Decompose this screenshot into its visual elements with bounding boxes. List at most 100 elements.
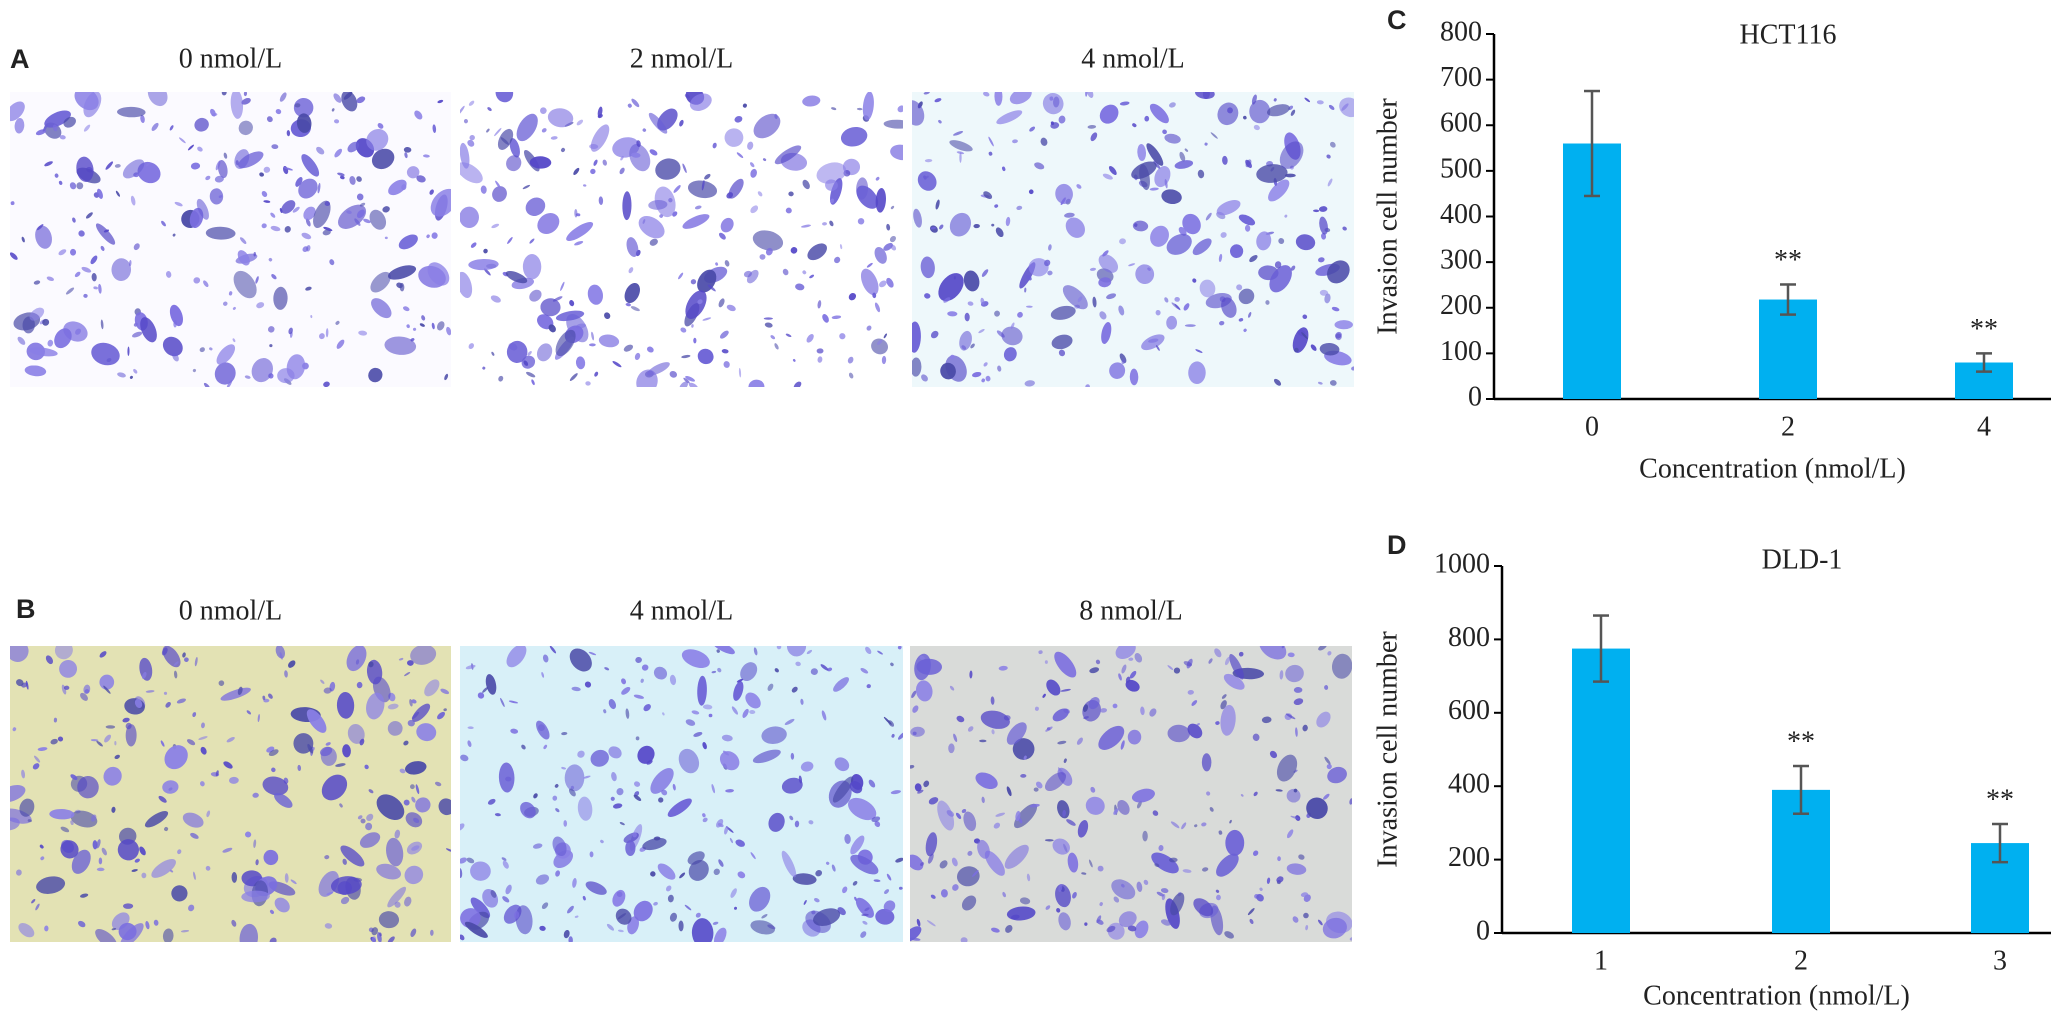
- cell: [912, 321, 921, 353]
- cell: [1006, 786, 1012, 797]
- cell: [1215, 721, 1220, 725]
- cell: [296, 113, 312, 133]
- cell: [1136, 800, 1142, 809]
- cell: [223, 152, 228, 159]
- image-label: 4 nmol/L: [630, 595, 733, 626]
- cell: [679, 872, 686, 879]
- y-tick-label: 400: [1448, 769, 1490, 800]
- cell: [76, 156, 94, 182]
- cell: [1256, 894, 1264, 902]
- cell: [1164, 133, 1181, 144]
- cell: [1253, 791, 1258, 797]
- cell: [1034, 706, 1039, 711]
- cell: [788, 191, 794, 197]
- cell: [781, 777, 803, 794]
- cell: [256, 302, 265, 309]
- cell: [822, 313, 829, 323]
- cell: [14, 118, 25, 134]
- cell: [1170, 892, 1185, 916]
- cell: [1155, 309, 1161, 316]
- cell: [1118, 673, 1122, 681]
- cell: [724, 260, 730, 267]
- cell: [410, 784, 415, 790]
- cell: [359, 832, 381, 848]
- cell: [216, 344, 236, 365]
- error-bar: [1793, 764, 1809, 815]
- cell: [205, 865, 211, 871]
- cell: [465, 664, 476, 670]
- cell: [1303, 912, 1309, 919]
- cell: [371, 148, 395, 170]
- cell: [1313, 209, 1320, 213]
- cell: [625, 840, 636, 857]
- cell: [430, 929, 434, 936]
- cell: [1077, 296, 1083, 303]
- cell: [1268, 179, 1290, 202]
- cell: [750, 920, 775, 935]
- cell: [868, 779, 876, 788]
- cell: [585, 381, 591, 386]
- cell: [1188, 361, 1206, 385]
- cell: [600, 839, 604, 844]
- cell: [244, 831, 252, 838]
- cell: [1020, 774, 1027, 778]
- cell: [222, 847, 233, 853]
- cell: [431, 322, 435, 330]
- cell: [725, 789, 734, 793]
- cell: [117, 372, 126, 378]
- cell: [803, 899, 807, 905]
- cell: [1164, 297, 1169, 303]
- cell: [561, 766, 567, 770]
- cell: [54, 173, 59, 178]
- cell: [44, 110, 71, 128]
- cell: [800, 224, 812, 228]
- cell: [255, 859, 259, 866]
- cell: [1238, 651, 1244, 657]
- cell: [890, 205, 895, 210]
- cell: [421, 315, 426, 321]
- cell: [583, 184, 587, 187]
- cell: [761, 914, 768, 919]
- bar: [1759, 299, 1817, 399]
- cell: [131, 869, 138, 872]
- cell: [220, 687, 251, 701]
- cell: [598, 334, 620, 348]
- cell: [792, 873, 817, 885]
- cell: [59, 135, 66, 140]
- cell: [1026, 873, 1031, 882]
- cell: [360, 818, 366, 824]
- cell: [324, 923, 333, 929]
- cell: [169, 304, 184, 327]
- cell: [653, 901, 658, 906]
- cell: [514, 911, 520, 919]
- cell: [623, 344, 634, 352]
- cell: [571, 686, 581, 692]
- cell: [1276, 876, 1284, 883]
- cell: [1044, 259, 1051, 267]
- cell: [80, 893, 89, 898]
- cell: [723, 361, 730, 368]
- y-tick-label: 300: [1440, 245, 1482, 276]
- cell: [52, 124, 58, 132]
- cell: [1131, 788, 1155, 803]
- cell: [436, 321, 445, 331]
- cell: [842, 886, 848, 894]
- cell: [1322, 917, 1347, 939]
- cell: [874, 247, 887, 264]
- cell: [890, 662, 894, 667]
- cell: [813, 908, 841, 926]
- cell: [93, 286, 98, 290]
- cell: [284, 670, 288, 678]
- cell: [324, 855, 330, 860]
- cell: [1140, 706, 1145, 716]
- cell: [1249, 255, 1258, 263]
- significance-label: **: [1970, 314, 1998, 345]
- cell: [697, 299, 703, 305]
- cell: [1300, 892, 1309, 897]
- cell: [133, 243, 140, 251]
- cell: [96, 867, 105, 872]
- cell: [693, 732, 703, 737]
- x-axis-label: Concentration (nmol/L): [1643, 980, 1910, 1011]
- cell: [50, 738, 58, 745]
- cell: [657, 863, 676, 880]
